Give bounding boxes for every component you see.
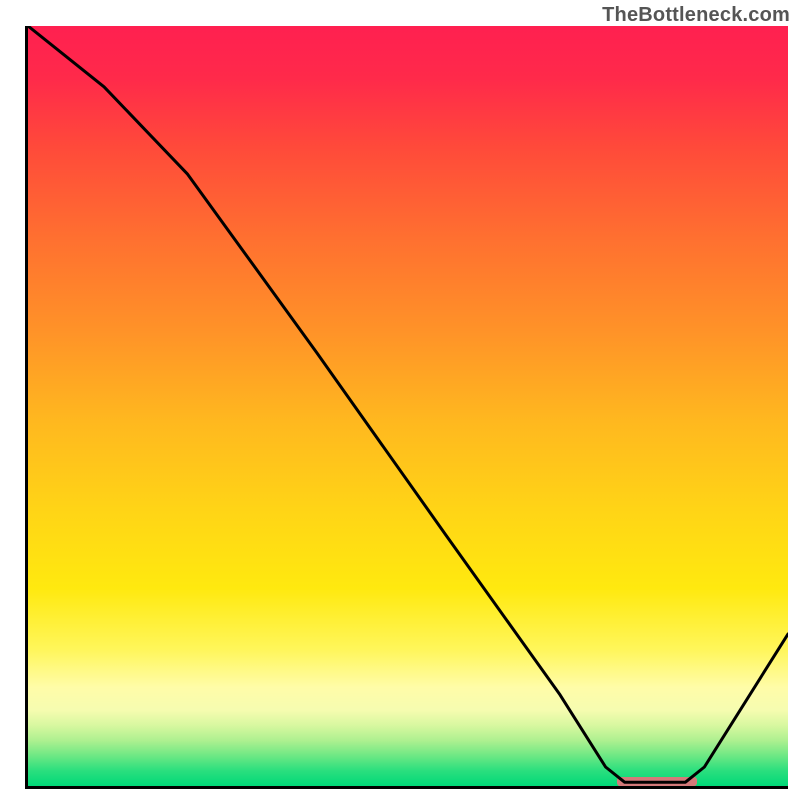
x-axis-line <box>25 786 788 789</box>
watermark-text: TheBottleneck.com <box>602 4 790 27</box>
curve-line <box>28 26 788 786</box>
plot-area <box>28 26 788 786</box>
chart-canvas: TheBottleneck.com <box>0 0 800 800</box>
